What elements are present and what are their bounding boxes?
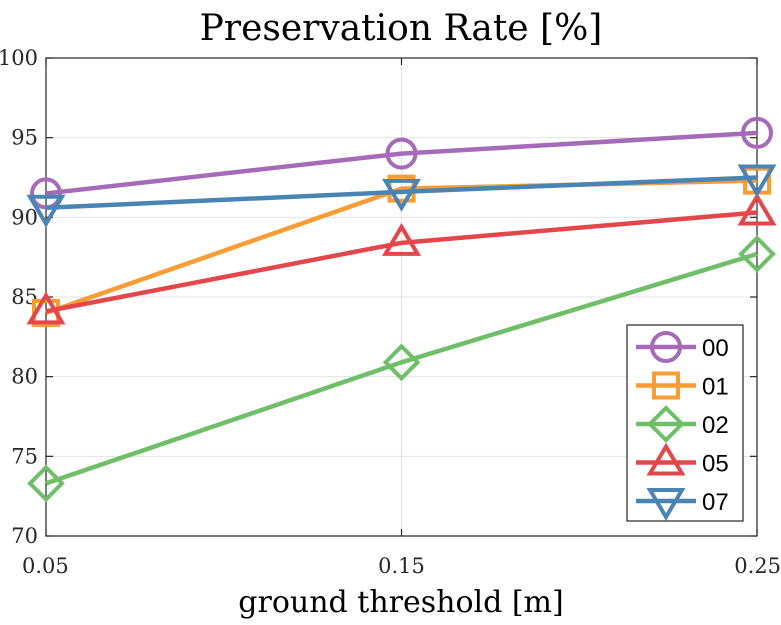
x-tick-label: 0.05 — [22, 554, 69, 578]
data-point-02-1 — [382, 343, 421, 382]
y-tick-label: 90 — [11, 205, 38, 229]
legend-item-07: 07 — [636, 488, 729, 521]
data-point-02-0 — [27, 464, 65, 503]
legend-label: 00 — [702, 335, 729, 362]
series-02 — [27, 235, 776, 503]
y-tick-label: 80 — [11, 365, 38, 389]
data-point-05-0 — [26, 291, 66, 325]
data-point-07-0 — [26, 194, 66, 228]
data-point-05-2 — [737, 192, 777, 226]
y-tick-label: 75 — [11, 444, 38, 468]
data-point-00-2 — [741, 116, 773, 149]
series-07 — [26, 164, 777, 228]
y-tick-label: 100 — [0, 46, 38, 70]
legend-item-02: 02 — [636, 405, 729, 443]
series-05 — [26, 192, 777, 325]
series-group — [26, 116, 777, 503]
data-point-07-1 — [381, 178, 422, 212]
legend-marker — [652, 371, 680, 400]
chart-title: Preservation Rate [%] — [200, 8, 603, 49]
y-tick-label: 95 — [11, 126, 38, 150]
series-line-07 — [45, 175, 758, 211]
data-point-00-1 — [385, 137, 418, 170]
legend: 00 01 02 05 07 — [626, 324, 744, 522]
data-point-07-2 — [737, 164, 777, 198]
series-line-00 — [45, 130, 758, 196]
data-point-01-2 — [743, 166, 771, 195]
legend-item-00: 00 — [636, 331, 729, 363]
x-tick-label: 0.15 — [378, 554, 425, 578]
legend-item-05: 05 — [636, 442, 729, 478]
legend-item-01: 01 — [636, 371, 729, 401]
data-point-05-1 — [381, 222, 422, 256]
legend-marker — [646, 442, 686, 476]
x-axis: 0.05 0.15 0.25 — [22, 58, 781, 578]
x-tick-label: 0.25 — [734, 554, 781, 578]
legend-label: 01 — [702, 374, 729, 401]
series-line-05 — [45, 210, 758, 314]
data-point-02-2 — [738, 235, 776, 273]
legend-label: 05 — [702, 451, 729, 478]
x-axis-label: ground threshold [m] — [238, 585, 563, 620]
legend-marker — [650, 331, 682, 363]
legend-label: 07 — [702, 489, 729, 516]
y-tick-label: 70 — [11, 524, 38, 548]
legend-label: 02 — [702, 412, 729, 439]
series-00 — [30, 116, 773, 210]
legend-marker — [646, 488, 686, 521]
series-line-02 — [45, 251, 758, 486]
legend-marker — [647, 405, 685, 443]
